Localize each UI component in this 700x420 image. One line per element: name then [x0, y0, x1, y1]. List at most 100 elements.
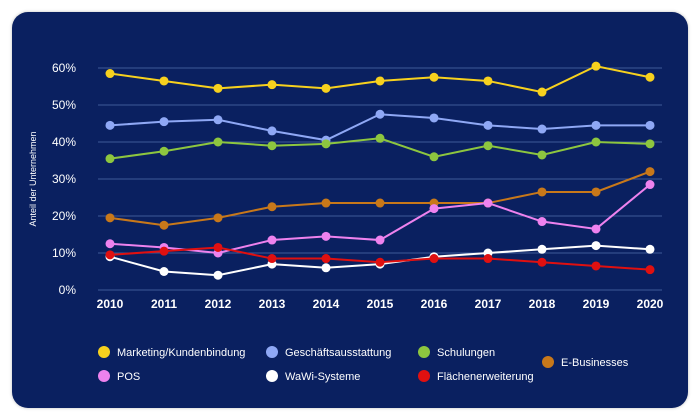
data-point	[267, 235, 277, 245]
data-point	[375, 76, 385, 86]
y-tick-label: 50%	[52, 98, 76, 112]
legend-swatch	[418, 346, 430, 358]
data-point	[213, 115, 223, 125]
x-tick-label: 2012	[205, 297, 232, 311]
legend-item: E-Businesses	[542, 356, 629, 369]
data-point	[159, 146, 169, 156]
data-point	[105, 250, 115, 260]
data-point	[537, 150, 547, 160]
data-point	[267, 141, 277, 151]
data-point	[375, 133, 385, 143]
series-0	[105, 61, 655, 97]
data-point	[159, 76, 169, 86]
legend-label: Schulungen	[437, 347, 495, 359]
data-point	[321, 198, 331, 208]
data-point	[591, 61, 601, 71]
y-tick-label: 10%	[52, 246, 76, 260]
legend-label: WaWi-Systeme	[285, 371, 360, 383]
line-chart: 0% 10% 20% 30% 40% 50% 60% 2010 2011 2012 2013 201…	[28, 61, 664, 383]
data-point	[429, 152, 439, 162]
legend-item: Marketing/Kundenbindung	[98, 346, 245, 359]
legend-label: Geschäftsausstattung	[285, 347, 391, 359]
data-point	[645, 120, 655, 130]
data-point	[375, 235, 385, 245]
y-tick-label: 20%	[52, 209, 76, 223]
data-point	[537, 87, 547, 97]
data-point	[105, 239, 115, 249]
legend-label: Marketing/Kundenbindung	[117, 347, 245, 359]
data-point	[375, 109, 385, 119]
data-point	[537, 257, 547, 267]
legend-label: E-Businesses	[561, 357, 629, 369]
data-point	[645, 167, 655, 177]
legend-item: Geschäftsausstattung	[266, 346, 391, 359]
data-point	[483, 76, 493, 86]
data-point	[105, 213, 115, 223]
data-point	[105, 120, 115, 130]
data-point	[429, 72, 439, 82]
legend-label: Flächenerweiterung	[437, 371, 534, 383]
legend-item: Schulungen	[418, 346, 495, 359]
data-point	[321, 263, 331, 273]
data-point	[159, 267, 169, 276]
data-point	[321, 139, 331, 149]
series-3	[105, 167, 655, 230]
data-point	[429, 254, 439, 264]
y-tick-label: 60%	[52, 61, 76, 75]
data-point	[267, 80, 277, 90]
x-tick-label: 2019	[583, 297, 610, 311]
data-point	[159, 117, 169, 127]
data-point	[591, 241, 601, 251]
legend-swatch	[542, 356, 554, 368]
legend-item: WaWi-Systeme	[266, 370, 360, 383]
legend-item: Flächenerweiterung	[418, 370, 534, 383]
data-point	[537, 217, 547, 227]
data-point	[375, 257, 385, 267]
data-point	[213, 213, 223, 223]
data-point	[645, 244, 655, 254]
data-point	[321, 231, 331, 241]
data-point	[645, 265, 655, 275]
data-point	[267, 126, 277, 136]
data-point	[321, 83, 331, 93]
data-point	[429, 204, 439, 214]
data-point	[267, 202, 277, 212]
data-point	[645, 139, 655, 149]
x-tick-label: 2015	[367, 297, 394, 311]
legend-swatch	[266, 370, 278, 382]
data-point	[591, 224, 601, 234]
y-tick-label: 30%	[52, 172, 76, 186]
data-point	[213, 242, 223, 252]
x-tick-label: 2018	[529, 297, 556, 311]
data-point	[645, 72, 655, 82]
data-point	[213, 270, 223, 280]
legend-swatch	[266, 346, 278, 358]
chart-card: 0% 10% 20% 30% 40% 50% 60% 2010 2011 2012 2013 201…	[12, 12, 688, 408]
legend-label: POS	[117, 371, 140, 383]
x-tick-label: 2010	[97, 297, 124, 311]
data-point	[159, 220, 169, 230]
x-tick-label: 2017	[475, 297, 502, 311]
x-tick-label: 2016	[421, 297, 448, 311]
y-axis-ticks: 0% 10% 20% 30% 40% 50% 60%	[52, 61, 76, 297]
series-4	[105, 180, 655, 258]
data-point	[429, 113, 439, 123]
series-2	[105, 133, 655, 164]
data-point	[591, 187, 601, 197]
data-point	[591, 120, 601, 130]
series-1	[105, 109, 655, 145]
data-point	[591, 137, 601, 147]
data-point	[483, 141, 493, 151]
x-tick-label: 2013	[259, 297, 286, 311]
y-tick-label: 40%	[52, 135, 76, 149]
x-tick-label: 2014	[313, 297, 340, 311]
x-tick-label: 2011	[151, 297, 177, 311]
data-point	[483, 198, 493, 208]
data-point	[321, 254, 331, 264]
y-tick-label: 0%	[59, 283, 77, 297]
gridlines	[98, 67, 662, 291]
data-point	[105, 154, 115, 164]
data-point	[213, 137, 223, 147]
data-point	[645, 180, 655, 190]
legend-item: POS	[98, 370, 140, 383]
